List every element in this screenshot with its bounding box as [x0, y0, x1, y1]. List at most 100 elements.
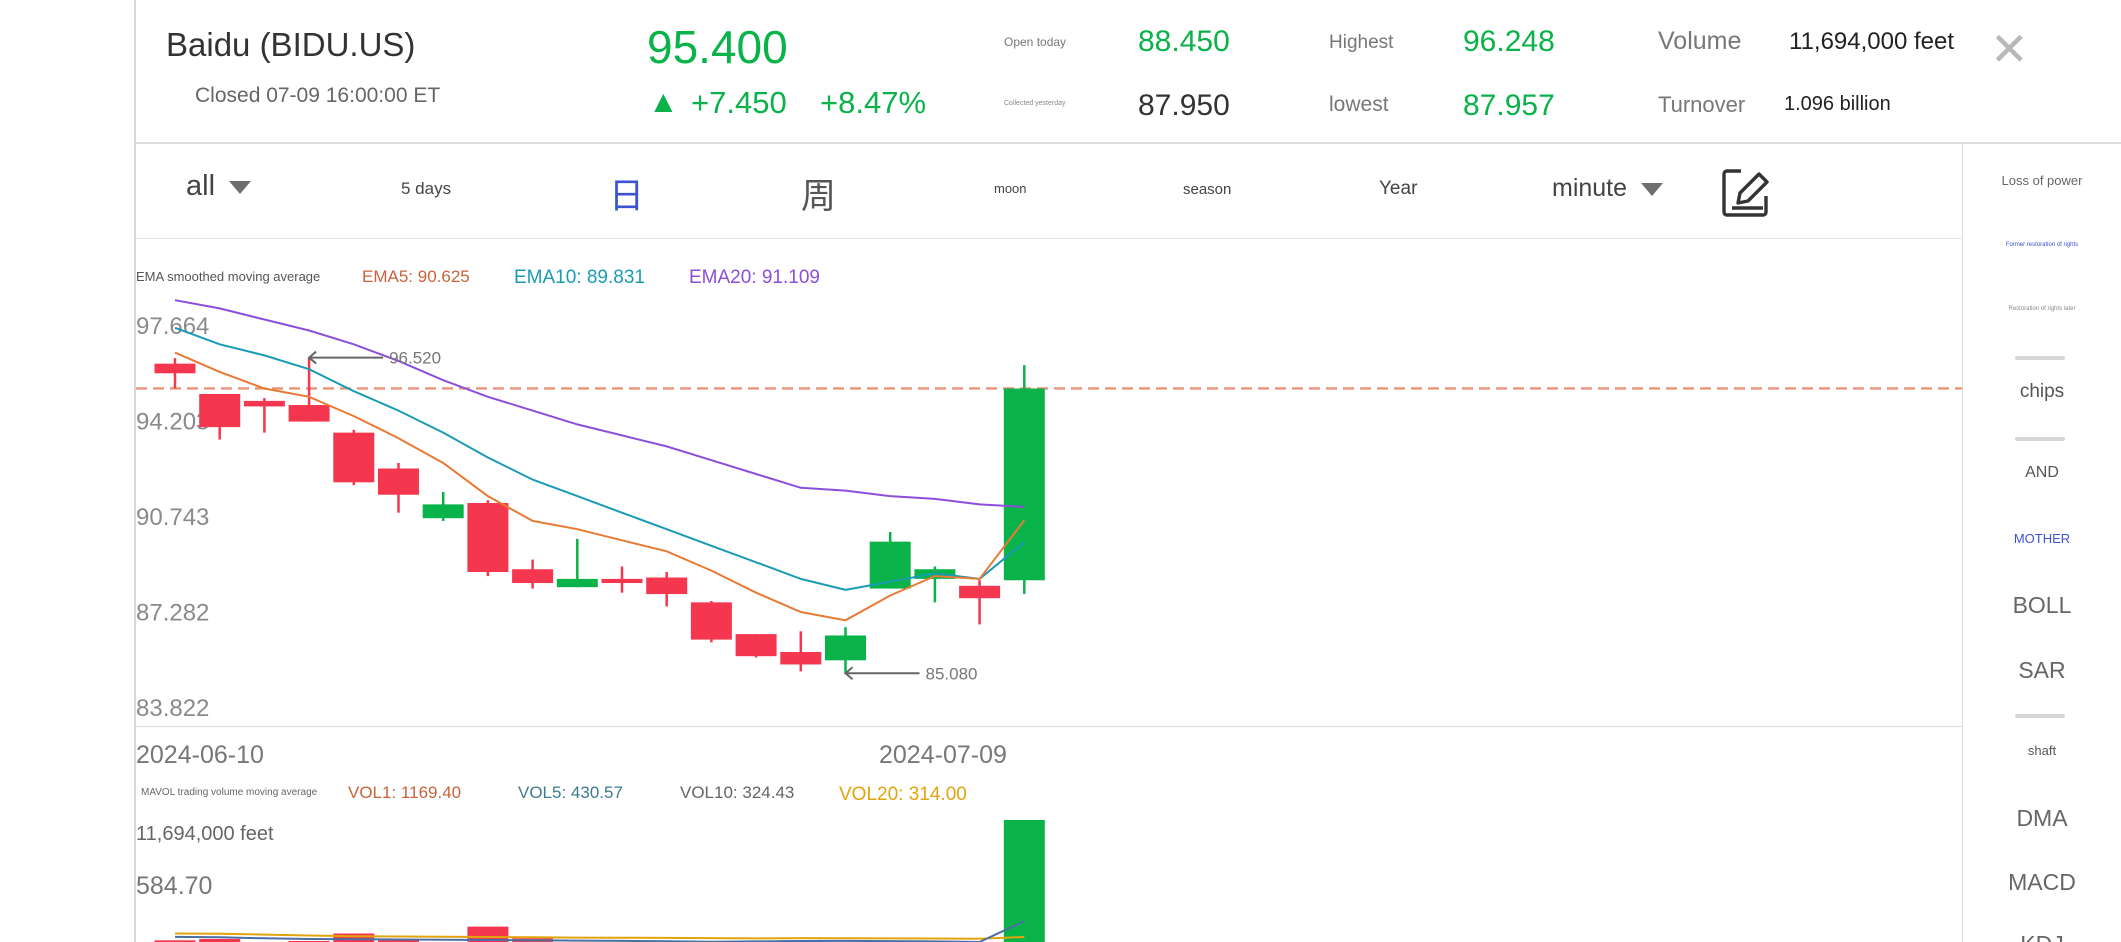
- candlestick-chart: 97.66494.20390.74387.28283.82296.52085.0…: [136, 299, 1962, 722]
- prev-close-label: Collected yesterday: [1004, 100, 1066, 107]
- stock-name: Baidu (BIDU.US): [166, 26, 416, 63]
- turnover-label: Turnover: [1658, 92, 1746, 117]
- period-minute-dropdown[interactable]: minute: [1552, 174, 1664, 203]
- sidebar-separator: [2015, 437, 2065, 441]
- y-axis-tick-label: 83.822: [136, 695, 209, 722]
- chevron-down-icon: [229, 180, 252, 194]
- candle-body: [601, 578, 643, 584]
- period-day[interactable]: 日: [609, 177, 645, 216]
- ema5-line: [174, 351, 1026, 622]
- left-border: [134, 0, 136, 942]
- period-year[interactable]: Year: [1379, 178, 1418, 199]
- prev-close-value: 87.950: [1138, 89, 1230, 122]
- ema10-line: [174, 326, 1025, 591]
- period-season[interactable]: season: [1183, 181, 1232, 198]
- ema20-legend: EMA20: 91.109: [689, 267, 820, 288]
- period-all-dropdown[interactable]: all: [186, 170, 252, 203]
- candle-body: [378, 468, 419, 495]
- y-axis-tick-label: 90.743: [136, 504, 209, 531]
- candle-body: [333, 432, 375, 483]
- sidebar-item-macd[interactable]: MACD: [2008, 869, 2076, 895]
- candle-body: [825, 635, 866, 661]
- candle-body: [422, 504, 464, 519]
- candle-body: [1003, 388, 1045, 581]
- period-5-days[interactable]: 5 days: [401, 179, 452, 198]
- annotation-label: 96.520: [389, 349, 441, 368]
- toolbar-divider: [136, 238, 1962, 239]
- sidebar-item-later-restoration[interactable]: Restoration of rights later: [2008, 306, 2076, 312]
- open-value: 88.450: [1138, 25, 1230, 58]
- ema20-line: [174, 299, 1025, 508]
- candle-body: [512, 569, 554, 584]
- candle-body: [780, 652, 822, 665]
- volume-bar: [154, 940, 196, 942]
- period-all-label: all: [186, 170, 216, 202]
- price-chart-bottom-border: [136, 726, 1962, 727]
- vol20-legend: VOL20: 314.00: [839, 784, 967, 805]
- candle-body: [288, 405, 330, 422]
- high-value: 96.248: [1463, 25, 1555, 58]
- volume-max-label: 11,694,000 feet: [136, 823, 274, 845]
- chevron-down-icon: [1641, 182, 1664, 196]
- ema5-legend: EMA5: 90.625: [362, 267, 470, 286]
- candle-body: [690, 602, 732, 640]
- volume-bar: [1003, 820, 1045, 942]
- volume-bar: [467, 926, 509, 942]
- vol10-legend: VOL10: 324.43: [680, 783, 795, 802]
- low-value: 87.957: [1463, 89, 1555, 122]
- volume-label: Volume: [1658, 27, 1742, 55]
- candle-body: [646, 577, 688, 595]
- sidebar-item-kdj[interactable]: KDJ: [1963, 931, 2121, 942]
- sidebar-item-and[interactable]: AND: [2025, 464, 2059, 481]
- change-up-icon: ▲: [648, 84, 679, 119]
- y-axis-tick-label: 87.282: [136, 600, 209, 627]
- vol5-legend: VOL5: 430.57: [518, 783, 623, 802]
- sidebar-item-loss-of-power[interactable]: Loss of power: [2001, 173, 2083, 188]
- edit-drawing-icon[interactable]: [1721, 166, 1769, 218]
- candle-body: [154, 363, 196, 374]
- high-label: Highest: [1329, 32, 1394, 53]
- volume-bar: [199, 938, 241, 942]
- sidebar-item-chips[interactable]: chips: [2019, 381, 2065, 402]
- sidebar-divider: [1962, 144, 1963, 942]
- sidebar-item-sar[interactable]: SAR: [2018, 657, 2066, 683]
- sidebar-separator: [2015, 356, 2065, 360]
- volume-chart: [154, 820, 1045, 942]
- candle-body: [199, 393, 241, 428]
- sidebar-item-boll[interactable]: BOLL: [2012, 592, 2072, 618]
- annotation-arrow-head: [307, 350, 317, 365]
- candle-body: [467, 503, 509, 573]
- candle-body: [735, 634, 777, 657]
- percent-change: +8.47%: [820, 85, 927, 120]
- period-week[interactable]: 周: [801, 177, 837, 216]
- ema10-legend: EMA10: 89.831: [514, 267, 645, 288]
- last-price: 95.400: [647, 21, 788, 73]
- annotation-label: 85.080: [926, 664, 978, 683]
- sidebar-item-shaft[interactable]: shaft: [2027, 743, 2057, 758]
- low-label: lowest: [1329, 93, 1389, 116]
- candle-body: [243, 400, 285, 407]
- header-divider: [136, 142, 2121, 144]
- x-axis-end-label: 2024-07-09: [879, 741, 1007, 769]
- volume-mid-label: 584.70: [136, 872, 213, 900]
- y-axis-tick-label: 94.203: [136, 409, 209, 436]
- sidebar-item-dma[interactable]: DMA: [2016, 805, 2068, 831]
- price-change: +7.450: [691, 85, 787, 120]
- sidebar-item-mother[interactable]: MOTHER: [2013, 531, 2071, 546]
- vol5-line: [174, 920, 1025, 942]
- annotation-arrow-head: [843, 666, 854, 681]
- turnover-value: 1.096 billion: [1784, 93, 1891, 115]
- period-minute-label: minute: [1552, 174, 1628, 202]
- period-month[interactable]: moon: [994, 181, 1027, 196]
- sidebar-separator: [2015, 714, 2065, 718]
- vol1-legend: VOL1: 1169.40: [348, 783, 462, 802]
- mavol-indicator-title: MAVOL trading volume moving average: [141, 787, 318, 798]
- open-label: Open today: [1004, 35, 1067, 49]
- sidebar-item-former-restoration[interactable]: Former restoration of rights: [2005, 242, 2079, 248]
- close-icon[interactable]: ✕: [1990, 23, 2029, 75]
- vol20-line: [174, 932, 1025, 940]
- volume-bar: [378, 940, 419, 942]
- candle-body: [556, 578, 598, 588]
- market-status: Closed 07-09 16:00:00 ET: [195, 84, 441, 107]
- ema-indicator-title: EMA smoothed moving average: [136, 269, 321, 284]
